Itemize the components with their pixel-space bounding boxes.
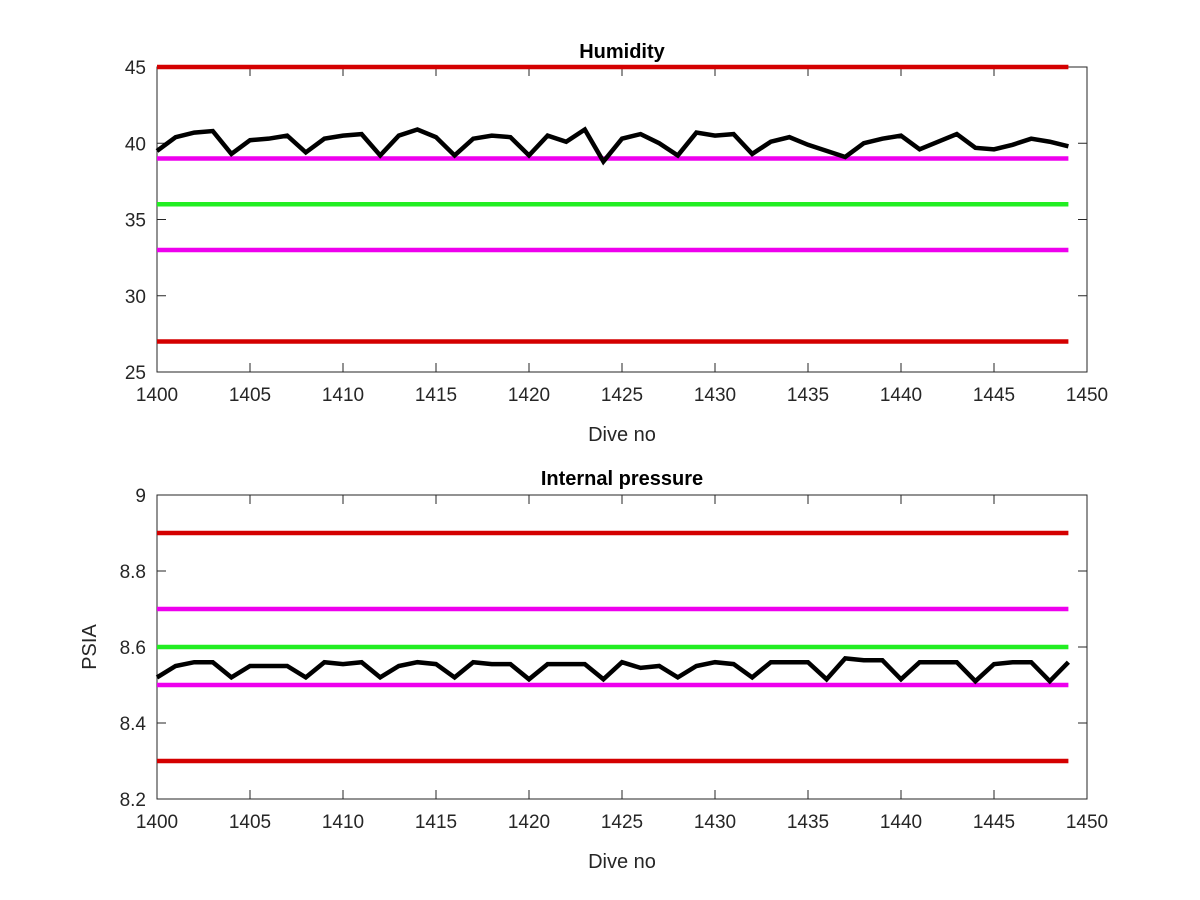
x-tick-label: 1445 xyxy=(973,385,1015,406)
y-tick-label: 9 xyxy=(135,486,146,507)
y-tick-label: 40 xyxy=(125,134,146,155)
x-tick-label: 1405 xyxy=(229,812,271,833)
x-tick-label: 1420 xyxy=(508,385,550,406)
x-tick-label: 1440 xyxy=(880,812,922,833)
y-tick-label: 35 xyxy=(125,211,146,232)
x-tick-label: 1430 xyxy=(694,385,736,406)
x-axis-label: Dive no xyxy=(588,424,656,446)
chart-panel-1: 1400 1405 1410 1415 1420 1425 1430 1435 1440 1445… xyxy=(79,468,1108,873)
y-tick-label: 25 xyxy=(125,363,146,384)
x-tick-label: 1400 xyxy=(136,812,178,833)
x-tick-label: 1415 xyxy=(415,385,457,406)
chart-title: Humidity xyxy=(579,41,665,63)
y-axis-label: PSIA xyxy=(79,624,101,670)
series-line-0 xyxy=(155,126,1069,166)
x-tick-label: 1445 xyxy=(973,812,1015,833)
y-tick-label: 8.4 xyxy=(120,714,147,735)
y-tick-label: 8.2 xyxy=(120,790,146,811)
y-tick-label: 45 xyxy=(125,58,146,79)
x-tick-label: 1415 xyxy=(415,812,457,833)
x-tick-label: 1400 xyxy=(136,385,178,406)
x-tick-label: 1450 xyxy=(1066,385,1108,406)
x-tick-label: 1435 xyxy=(787,385,829,406)
x-tick-label: 1440 xyxy=(880,385,922,406)
x-tick-label: 1450 xyxy=(1066,812,1108,833)
series-line-0 xyxy=(155,656,1071,685)
x-tick-label: 1430 xyxy=(694,812,736,833)
x-axis-label: Dive no xyxy=(588,851,656,873)
x-tick-label: 1405 xyxy=(229,385,271,406)
x-tick-label: 1435 xyxy=(787,812,829,833)
y-tick-label: 30 xyxy=(125,287,146,308)
x-tick-label: 1420 xyxy=(508,812,550,833)
x-tick-label: 1425 xyxy=(601,812,643,833)
x-tick-label: 1410 xyxy=(322,812,364,833)
x-tick-label: 1410 xyxy=(322,385,364,406)
chart-title: Internal pressure xyxy=(541,468,703,490)
y-tick-label: 8.8 xyxy=(120,562,146,583)
x-tick-label: 1425 xyxy=(601,385,643,406)
y-tick-label: 8.6 xyxy=(120,638,146,659)
chart-panel-0: 1400 1405 1410 1415 1420 1425 1430 1435 1440 1445… xyxy=(125,41,1108,446)
